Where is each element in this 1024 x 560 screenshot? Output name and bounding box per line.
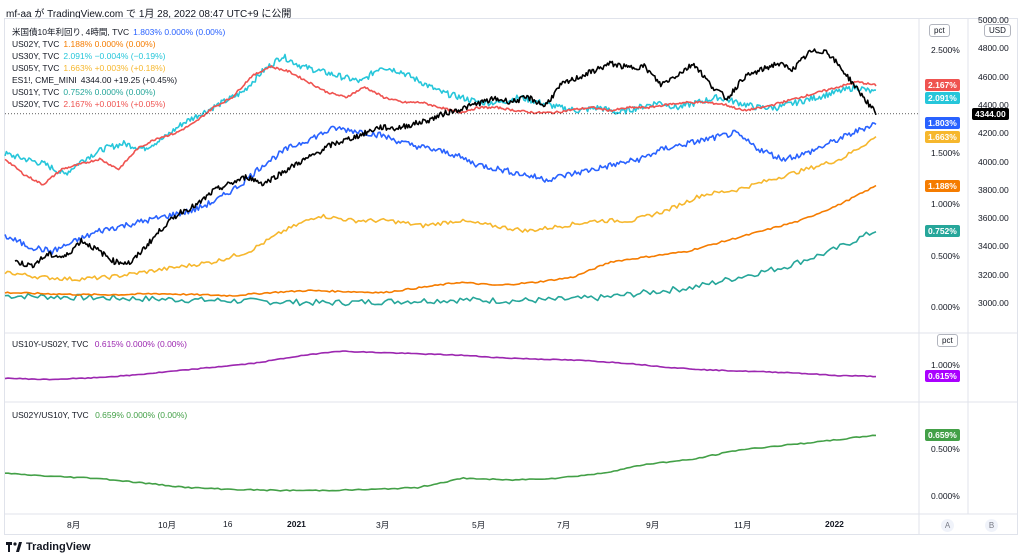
- legend-symbol: US02Y, TVC: [12, 39, 60, 49]
- spread-pane-legend: US10Y-US02Y, TVC 0.615% 0.000% (0.00%): [12, 338, 187, 350]
- time-axis-tick: 16: [223, 519, 233, 529]
- series-line[interactable]: [4, 231, 877, 307]
- legend-row[interactable]: US01Y, TVC 0.752% 0.000% (0.00%): [12, 86, 225, 98]
- series-line[interactable]: [4, 65, 877, 186]
- publish-header: mf-aa が TradingView.com で 1月 28, 2022 08…: [6, 9, 292, 20]
- spread-axis-tick: 1.000%: [931, 360, 960, 370]
- time-axis-tick: 2022: [825, 519, 844, 529]
- legend-symbol: US01Y, TVC: [12, 87, 60, 97]
- legend-symbol: US05Y, TVC: [12, 63, 60, 73]
- main-pane-legend: 米国債10年利回り, 4時間, TVC 1.803% 0.000% (0.00%)…: [12, 26, 225, 110]
- time-axis-tick: 11月: [734, 520, 752, 530]
- legend-values: 2.167% +0.001% (+0.05%): [63, 99, 166, 109]
- series-line[interactable]: [4, 135, 877, 282]
- usd-axis-tick: 3000.00: [978, 298, 1009, 308]
- spread-pct-scale-button[interactable]: pct: [937, 334, 958, 347]
- series-line[interactable]: [4, 184, 877, 298]
- tradingview-logo-icon: [6, 542, 22, 552]
- legend-row[interactable]: ES1!, CME_MINI 4344.00 +19.25 (+0.45%): [12, 74, 225, 86]
- ratio-price-tag: 0.659%: [925, 429, 960, 442]
- usd-axis-tick: 4400.00: [978, 99, 1009, 110]
- ratio-axis-tick: 0.000%: [931, 491, 960, 501]
- spread-legend-symbol: US10Y-US02Y, TVC: [12, 339, 89, 349]
- usd-axis-tick: 3800.00: [978, 184, 1009, 195]
- legend-row[interactable]: US30Y, TVC 2.091% −0.004% (−0.19%): [12, 50, 225, 62]
- spread-legend-values: 0.615% 0.000% (0.00%): [94, 339, 187, 349]
- time-axis-tick: 2021: [287, 519, 306, 529]
- usd-axis-tick: 4000.00: [978, 156, 1009, 167]
- time-axis-tick: 8月: [67, 520, 81, 530]
- usd-axis-tick: 4200.00: [978, 128, 1009, 139]
- usd-axis-tick: 4600.00: [978, 71, 1009, 82]
- time-axis-tick: 3月: [376, 520, 390, 530]
- usd-scale-button[interactable]: USD: [984, 24, 1011, 37]
- time-axis-tick: 10月: [158, 520, 176, 530]
- footer-brand-text: TradingView: [26, 541, 91, 553]
- pct-axis-tick: 0.500%: [931, 250, 960, 261]
- usd-axis-tick: 4800.00: [978, 43, 1009, 54]
- usd-axis-tick: 3400.00: [978, 241, 1009, 252]
- chart-area[interactable]: [4, 18, 1018, 535]
- pct-axis-tick: 1.500%: [931, 147, 960, 158]
- price-tag: 1.188%: [925, 179, 960, 192]
- pct-axis-tick: 1.000%: [931, 199, 960, 210]
- legend-row[interactable]: US02Y, TVC 1.188% 0.000% (0.00%): [12, 38, 225, 50]
- series-line[interactable]: [14, 48, 877, 269]
- time-axis-tick: 5月: [472, 520, 486, 530]
- time-axis-tick: 7月: [557, 520, 571, 530]
- series-line[interactable]: [5, 434, 877, 492]
- series-line[interactable]: [4, 350, 877, 381]
- legend-row[interactable]: US05Y, TVC 1.663% +0.003% (+0.18%): [12, 62, 225, 74]
- legend-symbol: US20Y, TVC: [12, 99, 60, 109]
- price-tag: 1.803%: [925, 116, 960, 129]
- pct-axis-tick: 0.000%: [931, 302, 960, 312]
- time-axis-tick: 9月: [646, 520, 660, 530]
- legend-values: 1.803% 0.000% (0.00%): [133, 27, 226, 37]
- spread-price-tag: 0.615%: [925, 370, 960, 383]
- legend-symbol: 米国債10年利回り, 4時間, TVC: [12, 27, 130, 37]
- auto-scale-button[interactable]: A: [941, 519, 954, 532]
- price-tag: 0.752%: [925, 224, 960, 237]
- ratio-legend-symbol: US02Y/US10Y, TVC: [12, 410, 89, 420]
- log-scale-button[interactable]: B: [985, 519, 998, 532]
- series-line[interactable]: [4, 53, 877, 176]
- price-tag: 4344.00: [972, 107, 1009, 120]
- legend-values: 0.752% 0.000% (0.00%): [63, 87, 156, 97]
- legend-row[interactable]: 米国債10年利回り, 4時間, TVC 1.803% 0.000% (0.00%): [12, 26, 225, 38]
- footer-brand: TradingView: [6, 541, 91, 553]
- price-tag: 1.663%: [925, 131, 960, 144]
- legend-row[interactable]: US20Y, TVC 2.167% +0.001% (+0.05%): [12, 98, 225, 110]
- legend-symbol: ES1!, CME_MINI: [12, 75, 77, 85]
- legend-values: 1.663% +0.003% (+0.18%): [63, 63, 166, 73]
- usd-axis-tick: 3600.00: [978, 213, 1009, 224]
- usd-axis-tick: 3200.00: [978, 269, 1009, 280]
- ratio-pane-legend: US02Y/US10Y, TVC 0.659% 0.000% (0.00%): [12, 409, 187, 421]
- pct-axis-tick: 2.500%: [931, 45, 960, 55]
- legend-values: 4344.00 +19.25 (+0.45%): [80, 75, 178, 85]
- legend-symbol: US30Y, TVC: [12, 51, 60, 61]
- ratio-legend-values: 0.659% 0.000% (0.00%): [95, 410, 188, 420]
- usd-axis-tick: 5000.00: [978, 15, 1009, 25]
- ratio-axis-tick: 0.500%: [931, 444, 960, 454]
- legend-values: 1.188% 0.000% (0.00%): [63, 39, 156, 49]
- pct-scale-button[interactable]: pct: [929, 24, 950, 37]
- price-tag: 2.167%: [925, 79, 960, 92]
- price-tag: 2.091%: [925, 92, 960, 105]
- legend-values: 2.091% −0.004% (−0.19%): [63, 51, 166, 61]
- series-line[interactable]: [4, 122, 877, 255]
